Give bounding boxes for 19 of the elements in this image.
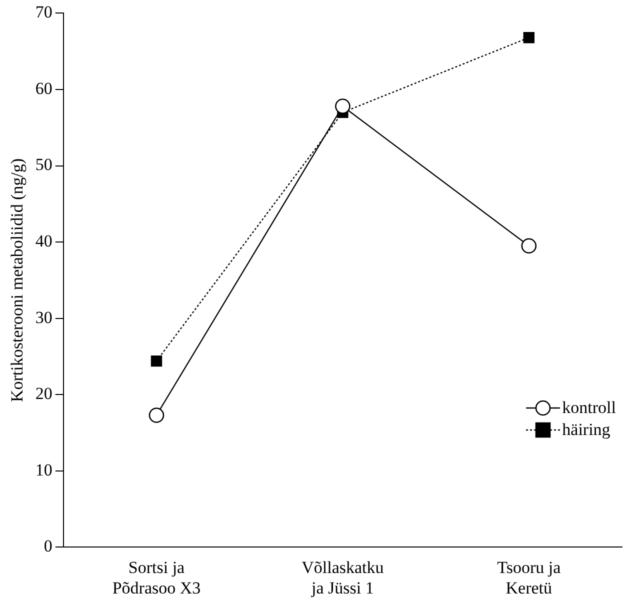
- point: [148, 408, 164, 423]
- y-tick-label: 40: [35, 232, 52, 251]
- x-tick-label: Sortsi ja Põdrasoo X3: [112, 558, 201, 598]
- point: [521, 238, 537, 254]
- y-tick-label: 30: [35, 308, 52, 327]
- point: [150, 355, 162, 367]
- y-tick-label: 50: [35, 155, 52, 174]
- x-tick-label: Võllaskatku ja Jüssi 1: [302, 558, 384, 598]
- legend-label: kontroll: [562, 398, 616, 418]
- y-tick-label: 70: [35, 2, 52, 22]
- y-tick-label: 0: [44, 536, 52, 556]
- y-tick-label: 10: [35, 460, 52, 480]
- y-tick-label: 20: [35, 384, 52, 404]
- y-axis-title: Kortikosterooni metaboliidid (ng/g): [8, 158, 27, 402]
- legend-label: häiring: [562, 420, 610, 440]
- x-tick-label: Tsooru ja Keretü: [497, 558, 562, 598]
- point: [523, 32, 534, 44]
- point: [335, 98, 350, 114]
- y-tick-label: 60: [35, 78, 52, 98]
